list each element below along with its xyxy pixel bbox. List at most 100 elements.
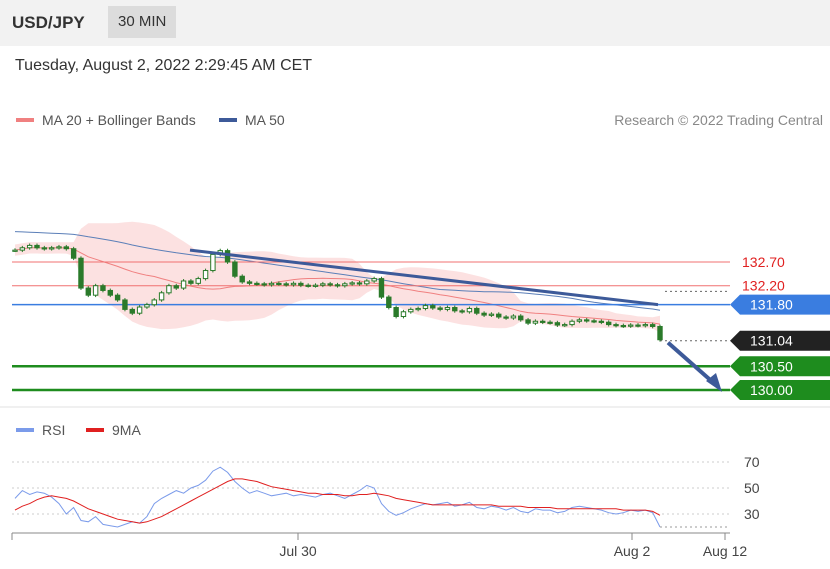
- candle-body: [400, 311, 407, 318]
- candle-body: [635, 324, 641, 327]
- research-credit: Research © 2022 Trading Central: [614, 112, 823, 128]
- candle-body: [627, 324, 634, 327]
- ma50-line: [14, 231, 661, 311]
- forecast-arrow: [666, 341, 714, 383]
- ma20-swatch: [16, 118, 34, 122]
- level-label-130-00-bg: [730, 380, 830, 400]
- candle-body: [298, 282, 304, 286]
- candle-body: [195, 278, 201, 284]
- candle-body: [459, 310, 465, 313]
- candle-body: [239, 275, 245, 283]
- candle-body: [393, 307, 399, 318]
- rsi-tick-70: 70: [744, 454, 760, 470]
- legend-ma20: MA 20 + Bollinger Bands: [16, 112, 196, 128]
- ma20-line: [14, 247, 661, 325]
- candle-body: [70, 248, 77, 259]
- timestamp: Tuesday, August 2, 2022 2:29:45 AM CET: [15, 57, 313, 74]
- candle-body: [63, 246, 70, 250]
- candle-body: [261, 283, 267, 286]
- level-label-130-50-bg: [730, 356, 830, 377]
- candle-body: [605, 321, 612, 326]
- candle-body: [122, 299, 128, 310]
- level-label-132-20: 132.20: [742, 278, 785, 294]
- rsi-line: [14, 466, 661, 528]
- candle-body: [422, 305, 429, 309]
- candle-body: [452, 307, 458, 312]
- candle-body: [41, 247, 48, 250]
- candle-body: [144, 304, 150, 308]
- candle-body: [408, 308, 414, 313]
- candle-body: [378, 278, 385, 298]
- rsi-label: RSI: [42, 422, 66, 438]
- candle-body: [26, 244, 33, 249]
- candle-body: [107, 289, 113, 296]
- candle-body: [503, 316, 509, 319]
- level-label-131-04: 131.04: [750, 333, 793, 349]
- rsi-swatch: [16, 428, 34, 432]
- candle-body: [532, 320, 539, 324]
- candle-body: [364, 280, 370, 285]
- candle-body: [19, 247, 26, 251]
- candle-body: [232, 261, 238, 277]
- 9ma-label: 9MA: [112, 422, 141, 438]
- level-label-131-04-bg: [730, 330, 830, 351]
- candle-body: [488, 313, 495, 316]
- ma20-label: MA 20 + Bollinger Bands: [42, 112, 196, 128]
- level-label-131-80: 131.80: [750, 297, 793, 313]
- candle-body: [496, 313, 502, 318]
- candle-body: [598, 320, 605, 323]
- candle-body: [510, 315, 517, 319]
- candle-body: [356, 282, 363, 285]
- candle-body: [649, 324, 656, 327]
- candle-body: [525, 319, 531, 324]
- level-label-130-50: 130.50: [750, 358, 793, 374]
- candle-body: [349, 282, 355, 285]
- candle-body: [78, 257, 84, 289]
- candle-body: [657, 325, 663, 341]
- candle-body: [151, 299, 157, 306]
- candle-body: [246, 281, 253, 284]
- candle-body: [173, 285, 179, 289]
- candle-body: [569, 320, 575, 326]
- candle-body: [305, 284, 311, 287]
- x-tick-label: Jul 30: [279, 543, 317, 559]
- candle-body: [466, 307, 473, 313]
- 9ma-swatch: [86, 428, 104, 432]
- candle-body: [136, 306, 143, 314]
- candle-body: [342, 283, 348, 287]
- candle-body: [584, 319, 590, 322]
- timeframe-button[interactable]: 30 MIN: [108, 6, 177, 38]
- ma50-swatch: [219, 118, 237, 122]
- top-bar: USD/JPY 30 MIN: [0, 0, 830, 46]
- legend-9ma: 9MA: [86, 422, 141, 438]
- candle-body: [562, 324, 568, 327]
- rsi-tick-50: 50: [744, 480, 760, 496]
- candle-body: [554, 322, 561, 326]
- candle-body: [34, 244, 40, 249]
- trend-line: [189, 248, 659, 307]
- candle-body: [327, 283, 333, 286]
- candle-body: [371, 278, 377, 282]
- candle-body: [158, 292, 165, 301]
- forecast-arrowhead: [706, 373, 722, 392]
- candle-body: [547, 321, 553, 324]
- candle-body: [518, 315, 524, 321]
- candle-body: [166, 285, 172, 294]
- candle-body: [283, 283, 289, 286]
- candle-body: [576, 319, 583, 322]
- candle-body: [312, 284, 319, 287]
- level-label-132-70: 132.70: [742, 254, 785, 270]
- ma50-label: MA 50: [245, 112, 285, 128]
- candle-body: [85, 287, 91, 296]
- candle-body: [254, 282, 260, 286]
- candle-body: [92, 285, 99, 296]
- candle-body: [437, 307, 443, 310]
- candle-body: [224, 250, 231, 263]
- x-tick-label: Aug 2: [614, 543, 651, 559]
- candle-body: [386, 296, 392, 309]
- candle-body: [591, 320, 597, 323]
- candle-body: [129, 308, 135, 314]
- rsi-ma-line: [14, 478, 661, 524]
- legend-rsi: RSI: [16, 422, 65, 438]
